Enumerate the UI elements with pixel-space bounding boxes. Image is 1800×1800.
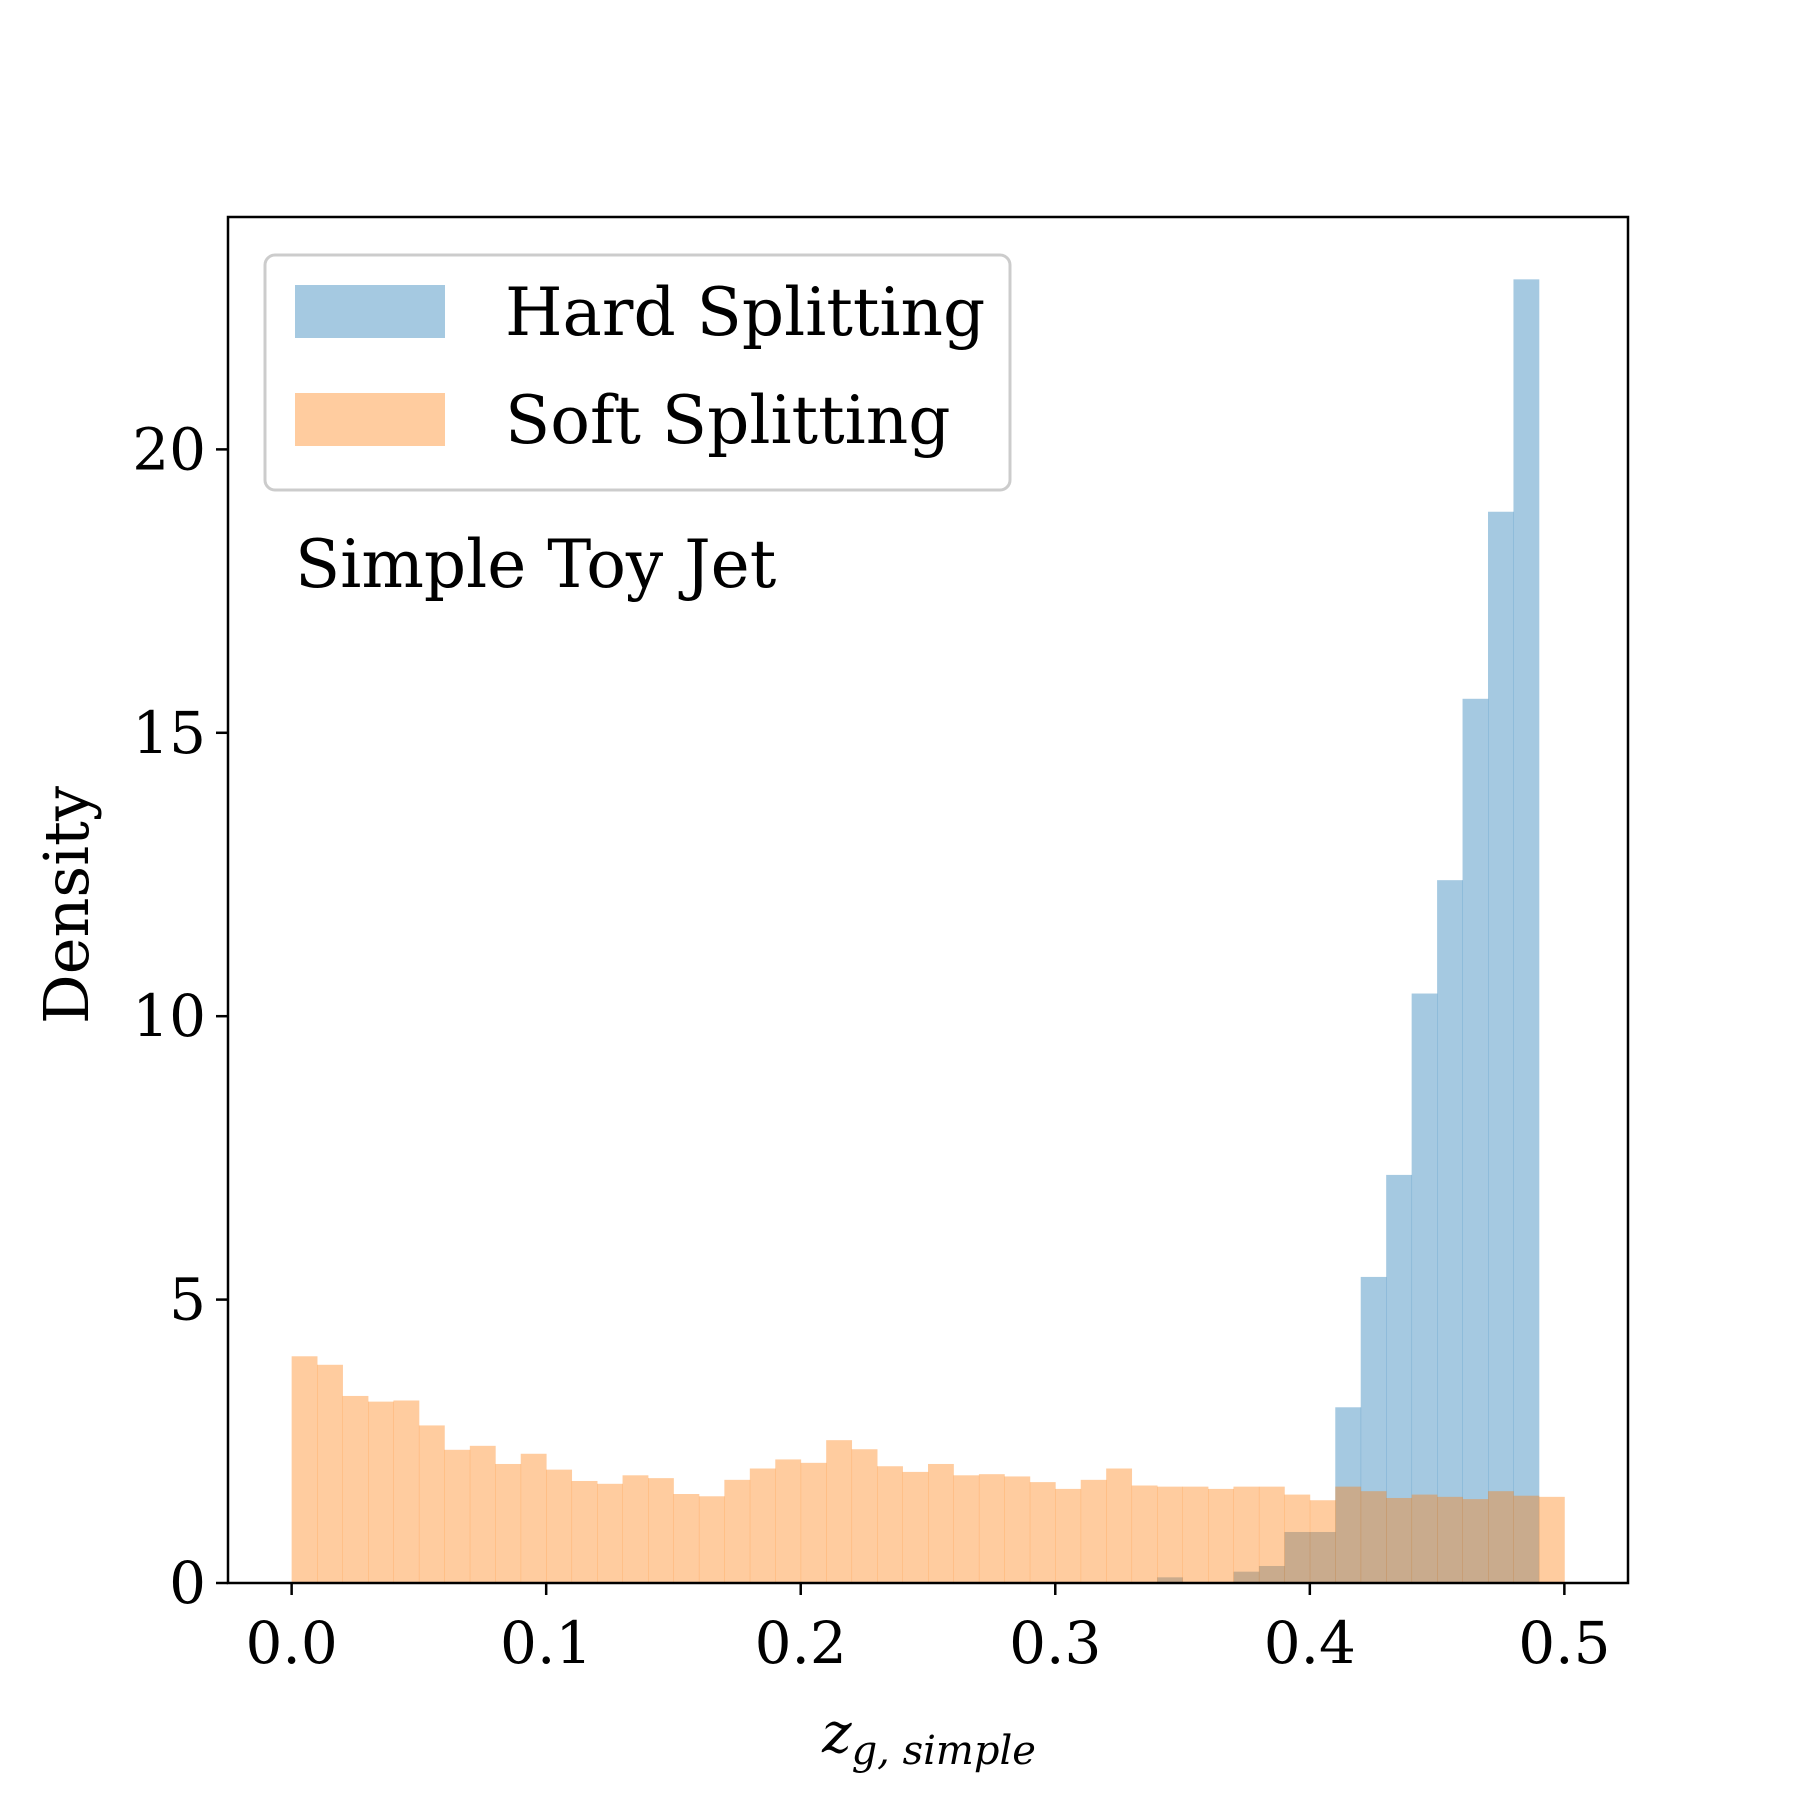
bar-soft-splitting-43 [1386,1497,1413,1583]
bar-soft-splitting-10 [546,1469,573,1583]
bar-hard-splitting-38 [1258,1565,1285,1583]
bar-soft-splitting-37 [1233,1486,1260,1583]
series-soft-splitting [291,1356,1565,1583]
bar-soft-splitting-18 [749,1468,776,1583]
bar-soft-splitting-32 [1106,1468,1133,1583]
bar-soft-splitting-45 [1437,1496,1463,1583]
x-axis-label: zg, simple [821,1701,1036,1774]
bar-soft-splitting-47 [1488,1491,1514,1583]
bar-soft-splitting-2 [342,1395,369,1583]
bar-soft-splitting-1 [317,1364,343,1583]
bar-soft-splitting-20 [800,1462,827,1583]
bar-soft-splitting-22 [851,1449,878,1583]
bar-soft-splitting-7 [469,1445,496,1583]
bar-soft-splitting-5 [418,1425,445,1583]
bar-soft-splitting-9 [520,1453,547,1583]
bar-hard-splitting-43 [1386,1174,1413,1583]
y-tick-label: 5 [169,1266,206,1334]
bar-soft-splitting-27 [978,1474,1005,1583]
bar-soft-splitting-24 [902,1471,929,1583]
histogram-bars [291,279,1565,1584]
bar-soft-splitting-42 [1360,1491,1387,1583]
bar-soft-splitting-48 [1513,1495,1540,1583]
bar-soft-splitting-4 [393,1400,420,1583]
y-axis-ticks: 0 5 10 15 20 [132,415,228,1617]
legend-label-soft-splitting: Soft Splitting [505,382,950,459]
bar-hard-splitting-34 [1157,1577,1183,1583]
y-tick-label: 10 [132,982,206,1050]
bar-soft-splitting-30 [1055,1488,1082,1583]
bar-soft-splitting-46 [1462,1499,1489,1583]
x-axis-label-subscript: g, simple [852,1728,1036,1774]
bar-soft-splitting-36 [1208,1488,1234,1583]
bar-soft-splitting-44 [1411,1494,1438,1583]
bar-soft-splitting-38 [1258,1486,1285,1583]
bar-hard-splitting-45 [1437,880,1463,1583]
bar-hard-splitting-40 [1309,1531,1336,1583]
bar-soft-splitting-35 [1182,1486,1209,1583]
bar-soft-splitting-14 [648,1478,674,1583]
plot-frame [226,215,1630,1585]
y-axis-label: Density [30,786,103,1024]
bar-soft-splitting-13 [622,1475,649,1583]
bar-soft-splitting-15 [673,1494,700,1583]
bar-soft-splitting-31 [1080,1479,1107,1583]
bar-soft-splitting-11 [571,1480,598,1583]
x-tick-label: 0.1 [500,1609,592,1677]
bar-soft-splitting-25 [928,1463,954,1583]
bar-soft-splitting-49 [1538,1496,1565,1583]
bar-soft-splitting-33 [1131,1485,1158,1583]
bar-soft-splitting-17 [724,1479,751,1583]
annotation-text: Simple Toy Jet [295,526,776,603]
legend-swatch-hard-splitting [295,285,445,338]
y-tick-label: 15 [132,699,206,767]
x-axis-label-main: z [821,1701,852,1766]
bar-soft-splitting-16 [698,1496,725,1583]
bar-hard-splitting-37 [1233,1571,1260,1583]
bar-soft-splitting-3 [368,1401,394,1583]
bar-hard-splitting-41 [1335,1407,1362,1583]
x-tick-label: 0.3 [1009,1609,1101,1677]
bar-soft-splitting-28 [1004,1476,1031,1583]
bar-soft-splitting-23 [877,1466,903,1583]
x-axis-ticks: 0.0 0.1 0.2 0.3 0.4 0.5 [246,1583,1610,1677]
bar-hard-splitting-48 [1513,279,1540,1584]
series-hard-splitting [1157,279,1540,1584]
bar-soft-splitting-40 [1309,1500,1336,1583]
bar-soft-splitting-19 [775,1459,802,1583]
bar-soft-splitting-41 [1335,1486,1362,1583]
legend-label-hard-splitting: Hard Splitting [505,274,985,351]
x-tick-label: 0.0 [246,1609,338,1677]
legend-swatch-soft-splitting [295,393,445,446]
x-tick-label: 0.2 [755,1609,847,1677]
bar-soft-splitting-0 [291,1356,318,1583]
bar-soft-splitting-39 [1284,1494,1311,1583]
bar-hard-splitting-47 [1488,511,1514,1584]
bar-hard-splitting-46 [1462,698,1489,1583]
legend: Hard Splitting Soft Splitting [263,253,1012,492]
bar-soft-splitting-12 [597,1483,623,1583]
y-tick-label: 20 [132,415,206,483]
x-tick-label: 0.5 [1518,1609,1610,1677]
y-tick-label: 0 [169,1549,206,1617]
bar-soft-splitting-21 [826,1440,853,1583]
bar-hard-splitting-42 [1360,1276,1387,1583]
bar-hard-splitting-39 [1284,1531,1311,1583]
bar-soft-splitting-6 [444,1449,471,1583]
bar-soft-splitting-8 [495,1463,522,1583]
bar-soft-splitting-34 [1157,1486,1183,1583]
bar-soft-splitting-26 [953,1475,980,1583]
bar-hard-splitting-44 [1411,993,1438,1583]
bar-soft-splitting-29 [1029,1482,1056,1583]
legend-box [263,253,1012,492]
x-tick-label: 0.4 [1264,1609,1356,1677]
